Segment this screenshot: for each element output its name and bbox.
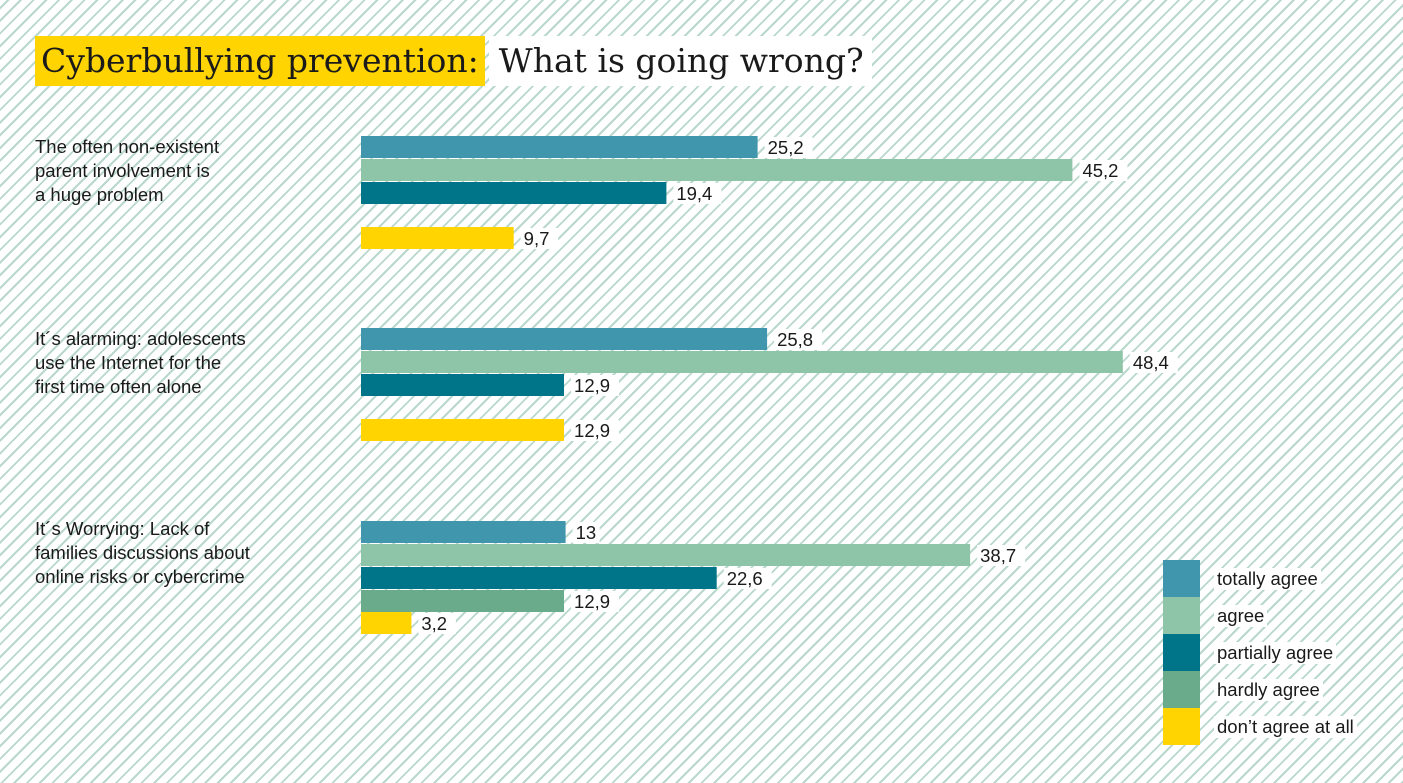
data-label: 12,9 [574, 375, 610, 396]
data-label: 12,9 [574, 420, 610, 441]
data-label-background [673, 183, 722, 204]
bar-totally-agree [361, 136, 758, 158]
legend-item-hardly-agree: hardly agree [1163, 671, 1357, 708]
bar-agree [361, 351, 1123, 373]
data-label: 13 [576, 522, 597, 543]
data-label-background [1129, 352, 1178, 373]
bar-partially-agree [361, 567, 717, 589]
chart-title: Cyberbullying prevention: What is going … [35, 36, 872, 86]
bar-hardly-agree [361, 590, 564, 612]
legend-label: totally agree [1214, 567, 1321, 590]
category-label-line: It´s alarming: adolescents [35, 328, 246, 349]
legend-swatch [1163, 560, 1200, 597]
data-label: 22,6 [727, 568, 763, 589]
bar-don-t-agree-at-all [361, 227, 514, 249]
data-label-background [571, 591, 620, 612]
bar-partially-agree [361, 374, 564, 396]
data-label: 12,9 [574, 591, 610, 612]
category-label-line: online risks or cybercrime [35, 566, 245, 587]
data-label-background [418, 613, 456, 634]
title-rest: What is going wrong? [488, 36, 872, 86]
title-highlight: Cyberbullying prevention: [35, 36, 485, 86]
legend-swatch [1163, 708, 1200, 745]
legend: totally agree agree partially agree hard… [1163, 560, 1357, 745]
data-label-background [571, 375, 620, 396]
bar-totally-agree [361, 521, 566, 543]
category-label: It´s alarming: adolescents use the Intern… [35, 327, 305, 399]
data-label: 19,4 [676, 183, 712, 204]
legend-swatch [1163, 671, 1200, 708]
data-label: 25,2 [768, 137, 804, 158]
legend-swatch [1163, 597, 1200, 634]
data-label-background [572, 522, 600, 543]
legend-label: don’t agree at all [1214, 715, 1357, 738]
data-label: 9,7 [524, 228, 550, 249]
legend-label: hardly agree [1214, 678, 1323, 701]
bar-don-t-agree-at-all [361, 419, 564, 441]
category-label-line: It´s Worrying: Lack of [35, 518, 210, 539]
legend-item-totally-agree: totally agree [1163, 560, 1357, 597]
legend-item-dont-agree-at-all: don’t agree at all [1163, 708, 1357, 745]
bar-agree [361, 159, 1073, 181]
category-label: The often non-existent parent involvement… [35, 135, 305, 207]
bar-totally-agree [361, 328, 768, 350]
legend-item-agree: agree [1163, 597, 1357, 634]
category-label-line: The often non-existent [35, 136, 220, 157]
legend-item-partially-agree: partially agree [1163, 634, 1357, 671]
legend-swatch [1163, 634, 1200, 671]
data-label: 48,4 [1133, 352, 1169, 373]
legend-label: agree [1214, 604, 1268, 627]
data-label: 45,2 [1082, 160, 1118, 181]
data-label-background [774, 329, 823, 350]
category-label-line: first time often alone [35, 376, 202, 397]
data-label-background [764, 137, 813, 158]
bar-don-t-agree-at-all [361, 612, 412, 634]
data-label-background [520, 228, 559, 249]
category-label-line: use the Internet for the [35, 352, 222, 373]
data-label-background [1079, 160, 1128, 181]
category-label-line: a huge problem [35, 184, 164, 205]
legend-label: partially agree [1214, 641, 1337, 664]
category-label: It´s Worrying: Lack of families discussio… [35, 517, 305, 589]
category-label-line: parent involvement is [35, 160, 210, 181]
bar-agree [361, 544, 971, 566]
category-label-line: families discussions about [35, 542, 250, 563]
data-label: 25,8 [777, 329, 813, 350]
data-label-background [723, 568, 772, 589]
bar-partially-agree [361, 182, 667, 204]
data-label: 38,7 [980, 545, 1016, 566]
data-label: 3,2 [421, 613, 447, 634]
data-label-background [977, 545, 1026, 566]
data-label-background [571, 420, 620, 441]
